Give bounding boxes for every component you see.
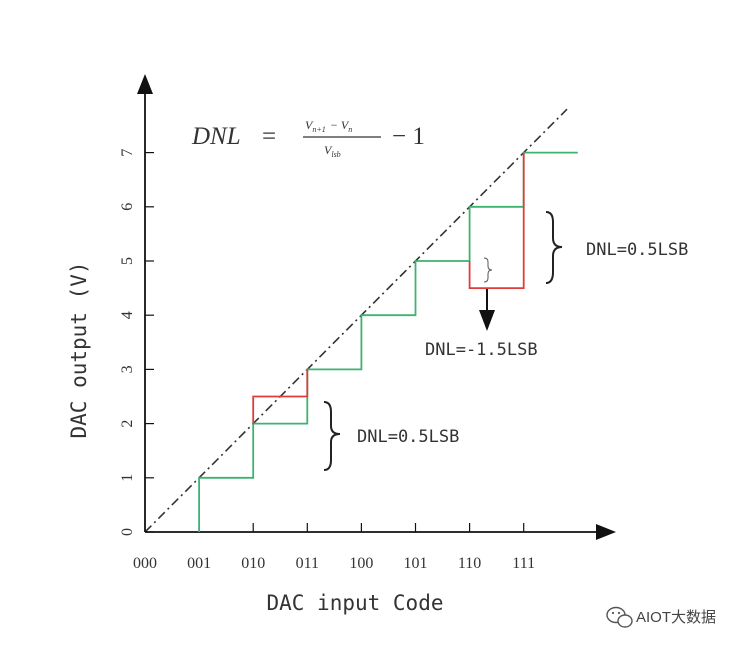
x-tick-label: 000	[133, 555, 157, 572]
formula-equals: =	[262, 123, 276, 150]
brace-middle	[483, 257, 493, 283]
x-axis-title: DAC input Code	[266, 591, 443, 615]
brace-upper-right	[545, 211, 563, 284]
formula-num-v2-sub: n	[348, 125, 352, 134]
x-tick-label: 111	[512, 555, 535, 572]
actual-transfer-line	[198, 151, 578, 532]
tick-layer: 0 1 2 3 4 5 6 7 000 001 010 011 100 101 110 111	[119, 149, 535, 572]
x-axis-arrow	[596, 524, 616, 540]
annotation-lower: DNL=0.5LSB	[357, 427, 459, 447]
y-tick-label: 5	[119, 257, 136, 265]
dnl-formula: DNL = Vn+1− Vn Vlsb − 1	[191, 118, 425, 159]
y-tick-label: 7	[119, 149, 136, 157]
y-tick-label: 4	[119, 311, 136, 319]
brace-lower	[323, 401, 341, 471]
formula-num-v1: V	[305, 118, 314, 132]
error-step-line-1	[252, 369, 309, 424]
watermark-text: AIOT大数据	[636, 609, 716, 626]
y-axis-title: DAC output (V)	[67, 261, 91, 438]
x-tick-label: 001	[187, 555, 211, 572]
watermark: AIOT大数据	[606, 606, 716, 628]
wechat-icon	[606, 606, 633, 628]
error-step-line-2	[468, 152, 525, 290]
y-tick-label: 1	[119, 474, 136, 482]
y-axis-arrow	[137, 74, 153, 94]
formula-num-minus: −	[330, 118, 338, 132]
formula-num-v1-sub: n+1	[312, 125, 325, 134]
y-tick-label: 2	[119, 420, 136, 428]
annotation-upper-right: DNL=0.5LSB	[586, 240, 688, 260]
formula-tail: − 1	[392, 123, 425, 150]
y-tick-label: 6	[119, 203, 136, 211]
formula-numerator: Vn+1− Vn	[305, 118, 352, 134]
x-tick-label: 011	[296, 555, 319, 572]
ideal-transfer-line	[144, 108, 568, 533]
x-tick-label: 010	[241, 555, 265, 572]
y-tick-label: 0	[119, 528, 136, 536]
formula-den-sub: lsb	[331, 150, 340, 159]
formula-lhs: DNL	[191, 123, 241, 150]
x-tick-label: 110	[458, 555, 481, 572]
formula-denominator: Vlsb	[324, 143, 341, 159]
down-arrow-icon	[479, 310, 495, 331]
annotation-middle: DNL=-1.5LSB	[425, 340, 538, 360]
y-tick-label: 3	[119, 365, 136, 373]
x-tick-label: 101	[404, 555, 428, 572]
x-tick-label: 100	[349, 555, 373, 572]
series-layer	[198, 151, 578, 532]
formula-num-v2: V	[341, 118, 350, 132]
formula-den-v: V	[324, 143, 333, 157]
